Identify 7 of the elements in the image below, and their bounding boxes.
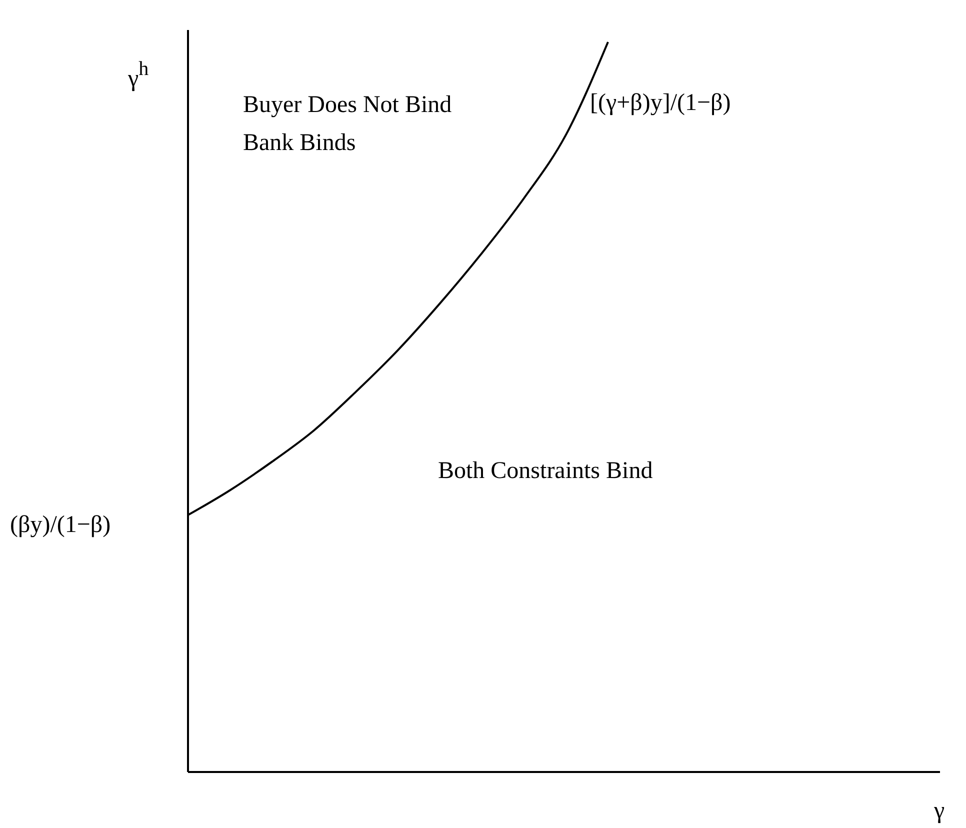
annotation: Bank Binds (243, 130, 356, 156)
text: (βy)/(1−β) (10, 512, 111, 538)
x-axis-title: γ (933, 798, 945, 824)
annotation: Both Constraints Bind (438, 458, 653, 484)
y-axis-title: γ$^{h}$ (127, 58, 149, 92)
annotation: [(γ+β)y]/(1−β) (590, 90, 731, 116)
annotation: Buyer Does Not Bind (243, 92, 452, 118)
